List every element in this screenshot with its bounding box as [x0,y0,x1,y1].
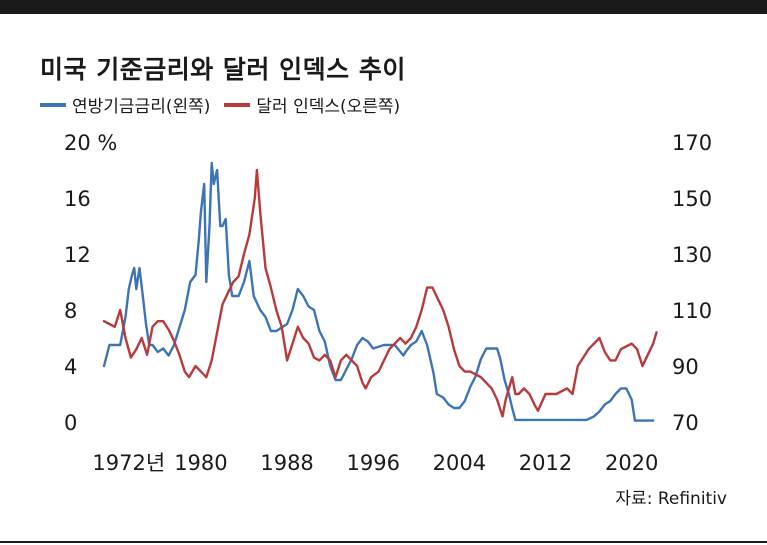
right-axis-tick-label: 70 [672,411,699,435]
bottom-rule [0,541,767,543]
left-axis-tick-label: 8 [64,299,77,323]
legend: 연방기금금리(왼쪽) 달러 인덱스(오른쪽) [40,92,414,117]
series-line-dollar-index [102,168,658,418]
series-line-fed-funds-rate [102,161,655,422]
top-bar [0,0,767,14]
legend-label-fed: 연방기금금리(왼쪽) [72,97,211,117]
left-axis-tick-label: 4 [64,355,77,379]
right-axis-tick-label: 170 [672,131,712,155]
x-axis-tick-label: 1996 [347,451,400,475]
x-axis-tick-label: 2012 [519,451,572,475]
right-axis-tick-label: 110 [672,299,712,323]
x-axis-tick-label: 2004 [433,451,486,475]
x-axis-tick-label: 1972년 [92,451,165,475]
legend-swatch-fed [40,102,66,107]
source-note: 자료: Refinitiv [615,489,727,509]
x-axis-tick-label: 1980 [174,451,227,475]
right-axis-tick-label: 130 [672,243,712,267]
right-axis-tick-label: 150 [672,187,712,211]
x-axis-tick-label: 2020 [605,451,658,475]
left-axis-tick-label: 20 % [64,131,117,155]
left-axis-tick-label: 12 [64,243,91,267]
chart-title: 미국 기준금리와 달러 인덱스 추이 [40,55,406,84]
legend-item-fed: 연방기금금리(왼쪽) [40,92,210,117]
legend-swatch-dxy [224,102,251,107]
left-axis-tick-label: 16 [64,187,91,211]
left-axis-tick-label: 0 [64,411,77,435]
legend-label-dxy: 달러 인덱스(오른쪽) [256,97,401,117]
legend-item-dxy: 달러 인덱스(오른쪽) [224,92,400,117]
right-axis-tick-label: 90 [672,355,699,379]
x-axis-tick-label: 1988 [260,451,313,475]
